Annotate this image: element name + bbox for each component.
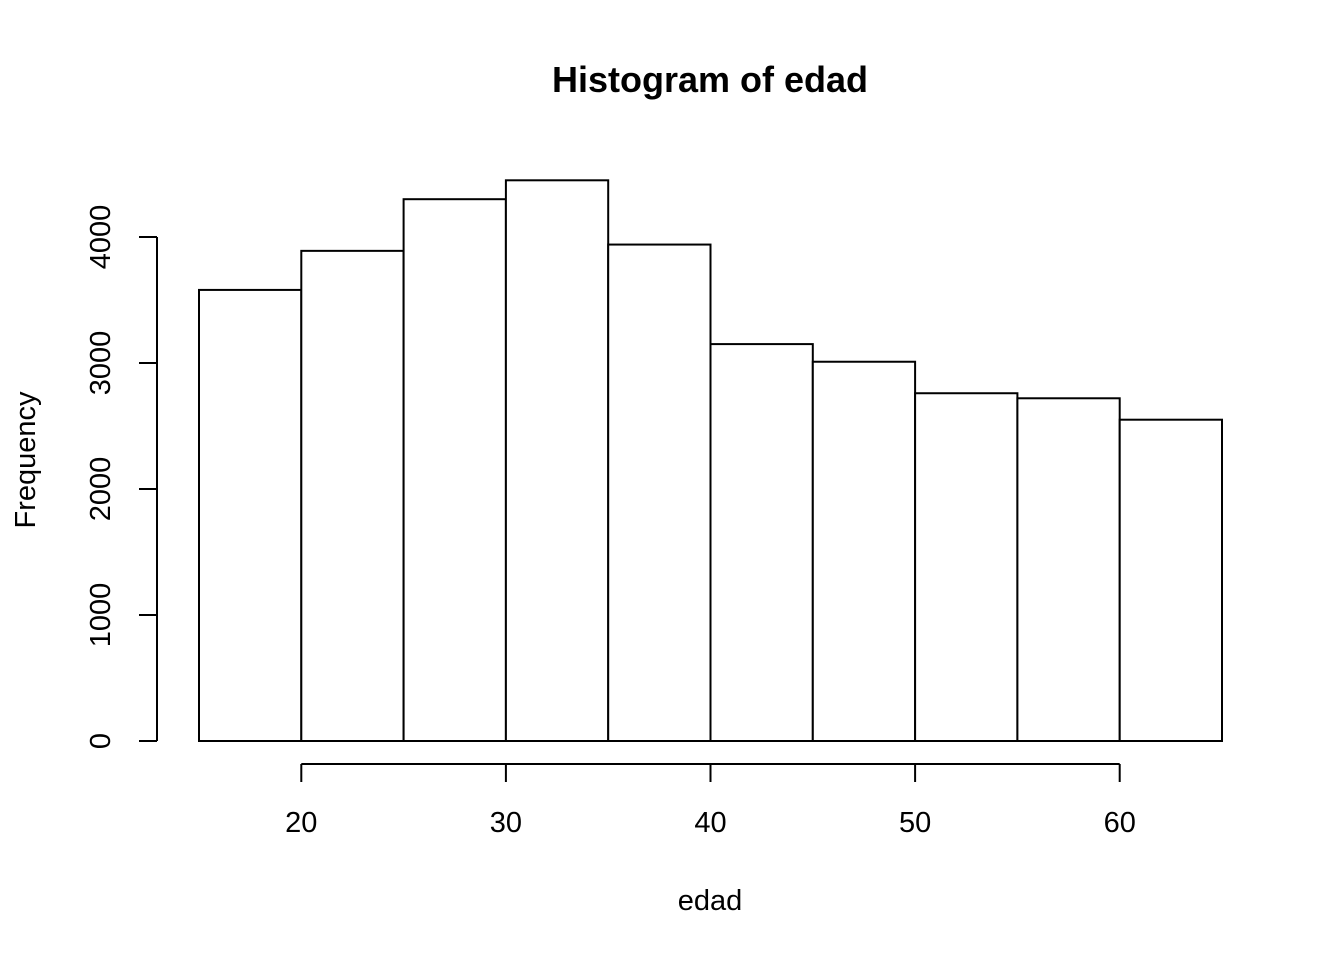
x-tick-label: 50 [899, 807, 931, 839]
histogram-bar-9 [1016, 397, 1121, 742]
y-tick-label: 4000 [85, 205, 117, 270]
x-tick-label: 20 [285, 807, 317, 839]
chart-title: Histogram of edad [552, 59, 868, 100]
y-tick-label: 2000 [85, 457, 117, 522]
histogram-bar-10 [1118, 418, 1223, 742]
y-tick-label: 1000 [85, 583, 117, 648]
histogram-bar-6 [709, 343, 814, 742]
histogram-bar-5 [607, 243, 712, 742]
histogram-bar-3 [402, 198, 507, 742]
x-tick-label: 30 [490, 807, 522, 839]
histogram-bar-2 [300, 249, 405, 743]
histogram-bar-8 [914, 392, 1019, 742]
y-tick-label: 0 [85, 733, 117, 749]
x-axis-label: edad [678, 885, 743, 917]
histogram-bar-4 [504, 179, 610, 743]
x-axis: 20 30 40 50 60 [285, 763, 1136, 839]
histogram-bar-7 [811, 360, 917, 742]
y-axis: 0 1000 2000 3000 4000 [85, 205, 158, 749]
y-tick-label: 3000 [85, 331, 117, 396]
y-axis-label: Frequency [10, 391, 42, 529]
x-tick-label: 40 [694, 807, 726, 839]
histogram-bar-1 [198, 288, 303, 742]
x-tick-label: 60 [1104, 807, 1136, 839]
histogram-bars [198, 179, 1223, 743]
